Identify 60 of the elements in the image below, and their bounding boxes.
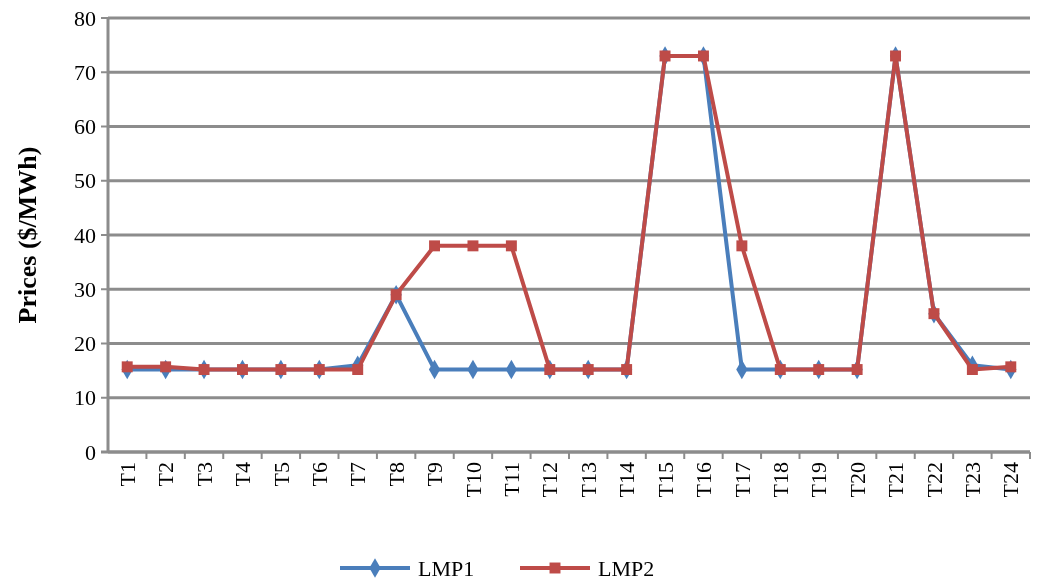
- point: [1005, 361, 1017, 373]
- point: [851, 364, 863, 376]
- x-tick-label: T1: [114, 462, 140, 487]
- y-tick-label: 50: [74, 168, 96, 194]
- point: [467, 240, 479, 252]
- point: [659, 50, 671, 62]
- x-tick-label: T22: [921, 462, 947, 498]
- point: [198, 364, 210, 376]
- y-tick-label: 70: [74, 59, 96, 85]
- x-tick-label: T13: [575, 462, 601, 498]
- point: [890, 50, 902, 62]
- x-tick-label: T21: [883, 462, 909, 498]
- x-tick-label: T7: [345, 462, 371, 487]
- point: [121, 361, 133, 373]
- y-tick-label: 30: [74, 276, 96, 302]
- point: [160, 361, 172, 373]
- x-tick-label: T24: [998, 462, 1024, 498]
- y-tick-label: 20: [74, 331, 96, 357]
- point: [390, 289, 402, 301]
- x-tick-label: T15: [652, 462, 678, 498]
- point: [505, 240, 517, 252]
- y-axis-title: Prices ($/MWh): [13, 146, 42, 324]
- x-tick-label: T12: [537, 462, 563, 498]
- x-tick-label: T8: [383, 462, 409, 487]
- x-tick-label: T9: [422, 462, 448, 487]
- x-tick-label: T2: [153, 462, 179, 487]
- point: [275, 364, 287, 376]
- x-tick-label: T5: [268, 462, 294, 487]
- x-tick-label: T11: [499, 462, 525, 497]
- y-tick-label: 80: [74, 5, 96, 31]
- point: [697, 50, 709, 62]
- y-tick-label: 0: [85, 439, 96, 465]
- x-tick-label: T17: [729, 462, 755, 498]
- point: [813, 364, 825, 376]
- x-tick-label: T16: [691, 462, 717, 498]
- point: [966, 364, 978, 376]
- point: [736, 240, 748, 252]
- legend-label: LMP1: [418, 555, 475, 581]
- point: [582, 364, 594, 376]
- point: [429, 240, 441, 252]
- x-tick-label: T18: [767, 462, 793, 498]
- legend-label: LMP2: [598, 555, 655, 581]
- x-tick-label: T3: [191, 462, 217, 487]
- x-tick-label: T20: [844, 462, 870, 498]
- point: [352, 364, 364, 376]
- point: [621, 364, 633, 376]
- x-tick-label: T23: [960, 462, 986, 498]
- point: [544, 364, 556, 376]
- point: [774, 364, 786, 376]
- y-tick-label: 40: [74, 222, 96, 248]
- y-tick-label: 60: [74, 114, 96, 140]
- point: [313, 364, 325, 376]
- y-tick-label: 10: [74, 385, 96, 411]
- point: [236, 364, 248, 376]
- x-tick-label: T14: [614, 462, 640, 498]
- point: [928, 308, 940, 320]
- x-tick-label: T19: [806, 462, 832, 498]
- x-tick-label: T10: [460, 462, 486, 498]
- x-tick-label: T6: [306, 462, 332, 487]
- x-tick-label: T4: [230, 462, 256, 487]
